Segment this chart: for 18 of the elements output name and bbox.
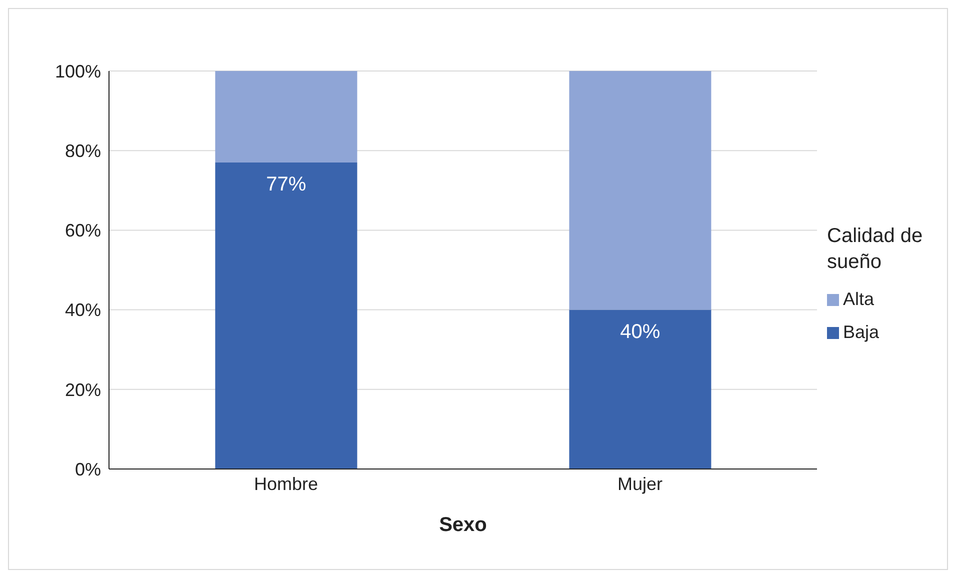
data-label: 40% xyxy=(620,320,660,343)
y-tick-label: 20% xyxy=(64,380,101,400)
legend-title: Calidad de sueño xyxy=(827,224,924,275)
x-tick-label: Mujer xyxy=(617,474,663,494)
legend-label: Baja xyxy=(843,322,880,343)
y-tick-label: 60% xyxy=(64,220,101,241)
legend-label: Alta xyxy=(843,289,874,310)
bar xyxy=(215,71,358,163)
x-axis-title: Sexo xyxy=(439,514,487,536)
bar xyxy=(215,162,358,469)
data-label: 77% xyxy=(266,174,306,196)
bar xyxy=(569,71,712,310)
bar xyxy=(569,310,712,469)
y-tick-label: 40% xyxy=(64,300,101,320)
y-tick-label: 0% xyxy=(74,459,101,480)
y-tick-label: 100% xyxy=(54,61,101,82)
y-tick-label: 80% xyxy=(64,140,101,161)
x-tick-label: Hombre xyxy=(254,474,318,494)
